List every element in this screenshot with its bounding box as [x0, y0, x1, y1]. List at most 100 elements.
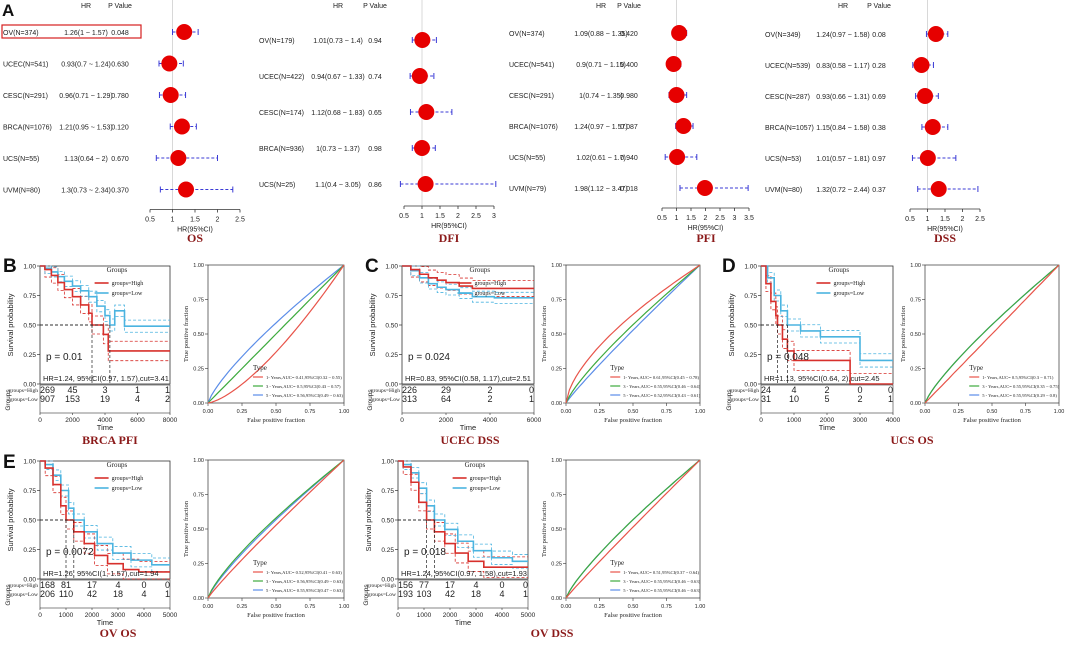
forest-row-pvalue: 0.370 [111, 188, 129, 195]
km-risk-low-count: 4 [135, 394, 140, 404]
km-risk-high-count: 45 [67, 385, 77, 395]
km-x-tick-label: 6000 [527, 417, 542, 424]
roc-y-axis-title: True positive fraction [183, 305, 190, 362]
km-risk-low-count: 18 [113, 589, 123, 599]
forest-x-axis-title: HR(95%CI) [431, 223, 467, 230]
forest-row-hr: 1.15(0.84 ~ 1.58) [816, 125, 870, 132]
km-high-ci-upper [761, 265, 893, 374]
km-legend-low: groups=Low [474, 291, 505, 297]
km-x-tick-label: 4000 [886, 417, 901, 424]
km-x-tick-label: 8000 [163, 417, 178, 424]
km-risk-low-count: 2 [487, 394, 492, 404]
forest-caption: DSS [934, 231, 956, 245]
km-x-tick-label: 2000 [439, 417, 454, 424]
km-x-tick-label: 2000 [65, 417, 80, 424]
roc-x-tick-label: 0.75 [1020, 409, 1031, 415]
forest-row-pvalue: 0.38 [872, 125, 886, 132]
km-y-tick-label: 0.00 [23, 577, 36, 584]
km-risk-low-count: 42 [445, 589, 455, 599]
forest-row-hr: 1.09(0.88 ~ 1.35) [574, 31, 628, 38]
km-high-ci-lower [402, 265, 534, 297]
km-risk-high-count: 0 [523, 580, 528, 590]
roc-y-axis-title: True positive fraction [900, 305, 907, 362]
roc-x-tick-label: 0.75 [305, 604, 316, 610]
km-risk-high-count: 156 [398, 580, 413, 590]
forest-x-tick-label: 1.5 [686, 215, 696, 222]
km-x-tick-label: 0 [400, 417, 404, 424]
km-y-tick-label: 0.75 [744, 293, 757, 300]
km-x-axis-title: Time [819, 423, 835, 432]
forest-x-tick-label: 1.5 [940, 216, 950, 223]
km-y-tick-label: 0.00 [385, 382, 398, 389]
roc-y-tick-label: 0.00 [193, 596, 204, 602]
forest-hr-point [919, 150, 936, 166]
roc-legend-label: 3 - Years,AUC= 0.5,95%CI(0.43 ~ 0.57) [266, 384, 341, 390]
km-x-tick-label: 0 [38, 612, 42, 619]
km-y-axis-title: Survival probability [364, 488, 373, 551]
km-risk-low-count: 10 [789, 394, 799, 404]
forest-row-hr: 1.26(1 ~ 1.57) [64, 30, 108, 37]
roc-legend-label: 5 - Years,AUC= 0.55,95%CI(0.47 ~ 0.63) [266, 588, 343, 594]
forest-row-pvalue: 0.630 [111, 62, 129, 69]
km-x-tick-label: 4000 [483, 417, 498, 424]
forest-x-tick-label: 2 [216, 217, 220, 224]
roc-x-axis-title: False positive fraction [604, 612, 663, 619]
forest-row-label: BRCA(N=1076) [3, 125, 52, 132]
km-risk-frame [397, 579, 529, 609]
km-risk-low-count: 1 [529, 394, 534, 404]
forest-row-pvalue: 0.69 [872, 94, 886, 101]
forest-row-hr: 0.93(0.7 ~ 1.24) [61, 62, 111, 69]
km-y-tick-label: 0.25 [23, 547, 36, 554]
km-y-tick-label: 0.25 [744, 352, 757, 359]
roc-legend-title: Type [253, 364, 267, 372]
roc-y-tick-label: 1.00 [910, 263, 921, 269]
km-x-axis-title: Time [460, 423, 476, 432]
roc-x-tick-label: 0.50 [628, 604, 639, 610]
km-risk-low-count: 907 [40, 394, 55, 404]
km-caption: OV OS [100, 626, 137, 640]
roc-y-tick-label: 0.25 [193, 562, 204, 568]
forest-row-pvalue: 0.018 [620, 186, 638, 193]
km-caption: BRCA PFI [82, 433, 138, 447]
forest-hr-point [417, 176, 434, 192]
forest-row-pvalue: 0.86 [368, 182, 382, 189]
roc-curve-5yr [565, 264, 701, 404]
km-x-tick-label: 0 [396, 612, 400, 619]
forest-hr-point [162, 87, 179, 103]
forest-row-hr: 1(0.73 ~ 1.37) [316, 146, 360, 153]
forest-row-label: UCS(N=25) [259, 182, 295, 189]
roc-legend-label: 5 - Years,AUC= 0.55,95%CI(0.29 ~ 0.8) [982, 393, 1057, 399]
forest-row-pvalue: 0.94 [368, 38, 382, 45]
roc-legend-label: 5 - Years,AUC= 0.55,95%CI(0.46 ~ 0.63) [623, 588, 700, 594]
forest-row-hr: 1.01(0.73 ~ 1.4) [313, 38, 363, 45]
km-risk-high-count: 29 [441, 385, 451, 395]
roc-legend-label: 3 - Years,AUC= 0.56,95%CI(0.49 ~ 0.63) [266, 579, 343, 585]
forest-hr-point [913, 57, 930, 73]
forest-os: HR P Value OV(N=374) 1.26(1 ~ 1.57) 0.048 UCE… [1, 0, 245, 245]
forest-dfi: HR P Value OV(N=179) 1.01(0.73 ~ 1.4) 0.94 UC… [259, 0, 497, 245]
km-y-tick-label: 0.75 [23, 488, 36, 495]
roc-legend-label: 3 - Years,AUC= 0.55,95%CI(0.35 ~ 0.75) [982, 384, 1059, 390]
km-x-tick-label: 1000 [59, 612, 74, 619]
km-risk-low-label: groups=Low [368, 592, 396, 598]
forest-row-pvalue: 0.048 [111, 30, 129, 37]
km-risk-high-label: groups=High [371, 388, 400, 394]
km-risk-high-count: 4 [473, 580, 478, 590]
roc-x-tick-label: 0.25 [237, 409, 248, 415]
forest-x-tick-label: 2 [456, 213, 460, 220]
forest-highlight-box [1, 24, 142, 39]
roc-y-tick-label: 0.25 [910, 367, 921, 373]
km-x-tick-label: 2000 [85, 612, 100, 619]
roc-x-tick-label: 1.00 [339, 409, 350, 415]
forest-row-hr: 1.32(0.72 ~ 2.44) [816, 187, 870, 194]
roc-curve-5yr [207, 264, 345, 404]
forest-p-header: P Value [617, 3, 641, 10]
forest-hr-header: HR [81, 3, 91, 10]
forest-hr-point [173, 118, 190, 135]
km-risk-low-count: 1 [165, 589, 170, 599]
roc-curve-5yr [207, 459, 345, 599]
forest-row-label: BRCA(N=1076) [509, 124, 558, 131]
roc-curve-1yr [207, 264, 345, 404]
forest-hr-point [178, 181, 194, 198]
